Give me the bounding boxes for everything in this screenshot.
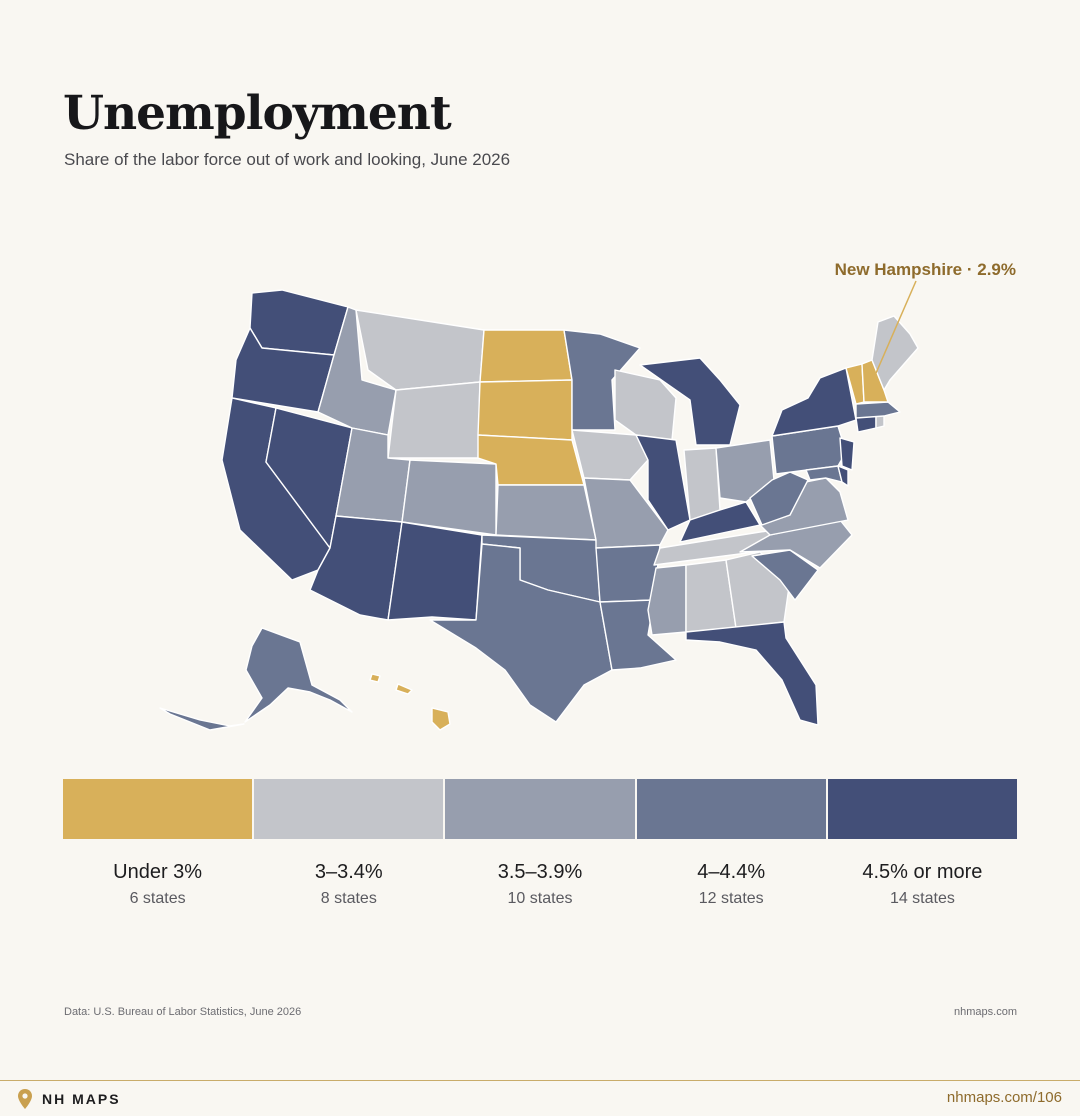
state-west-virginia[interactable] <box>749 471 809 526</box>
callout-label: New Hampshire · 2.9% <box>835 260 1016 279</box>
legend-bin-4-4.4: 4–4.4% 12 states <box>636 779 826 908</box>
state-delaware[interactable] <box>837 465 849 487</box>
state-maine[interactable] <box>871 315 919 391</box>
legend-bin-label: Under 3% <box>113 861 203 883</box>
legend-bin-label: 4.5% or more <box>862 861 983 883</box>
legend-bin-label: 4–4.4% <box>697 861 766 883</box>
legend-bin-count: 14 states <box>889 890 955 907</box>
state-mississippi[interactable] <box>647 564 687 636</box>
site-credit[interactable]: nhmaps.com <box>954 1006 1017 1018</box>
state-iowa[interactable] <box>571 429 649 481</box>
legend-bin-under-3: Under 3% 6 states <box>63 779 253 908</box>
source-note: Data: U.S. Bureau of Labor Statistics, J… <box>64 1006 302 1018</box>
legend-bin-label: 3–3.4% <box>314 861 383 883</box>
state-montana[interactable] <box>355 309 485 391</box>
legend-bin-3.5-3.9: 3.5–3.9% 10 states <box>445 779 635 908</box>
state-new-jersey[interactable] <box>839 437 855 471</box>
legend-bin-count: 6 states <box>129 890 186 907</box>
legend-bin-count: 12 states <box>698 890 764 907</box>
brand-name: NH MAPS <box>42 1091 121 1107</box>
state-south-dakota[interactable] <box>477 379 573 441</box>
state-south-carolina[interactable] <box>751 549 819 601</box>
footer-bar: NH MAPS nhmaps.com/106 <box>0 1080 1080 1116</box>
state-maryland[interactable] <box>805 465 843 483</box>
footer-url-link[interactable]: nhmaps.com/106 <box>946 1089 1062 1106</box>
state-massachusetts[interactable] <box>855 401 901 419</box>
state-florida[interactable] <box>685 621 819 726</box>
state-hawaii[interactable] <box>431 707 451 731</box>
state-indiana[interactable] <box>683 447 721 521</box>
state-shapes <box>159 289 919 731</box>
state-new-york[interactable] <box>771 367 857 437</box>
state-north-dakota[interactable] <box>479 329 573 383</box>
legend: Under 3% 6 states 3–3.4% 8 states 3.5–3.… <box>63 779 1018 908</box>
legend-bin-3-3.4: 3–3.4% 8 states <box>254 779 444 908</box>
callout-leader-line <box>872 280 917 381</box>
state-texas[interactable] <box>429 543 613 723</box>
state-hawaii-islands <box>369 673 413 695</box>
legend-swatch <box>63 779 253 839</box>
state-wyoming[interactable] <box>387 381 481 459</box>
state-illinois[interactable] <box>635 434 691 531</box>
brand[interactable]: NH MAPS <box>18 1089 121 1109</box>
legend-bin-count: 8 states <box>320 890 377 907</box>
legend-swatch <box>445 779 635 839</box>
legend-bin-label: 3.5–3.9% <box>497 861 583 883</box>
state-arkansas[interactable] <box>595 544 661 603</box>
legend-swatch <box>254 779 444 839</box>
state-new-hampshire[interactable] <box>861 359 889 403</box>
legend-bin-4.5-plus: 4.5% or more 14 states <box>827 779 1018 908</box>
state-new-mexico[interactable] <box>387 521 483 621</box>
state-kentucky[interactable] <box>679 501 761 543</box>
map-pin-icon <box>18 1089 32 1109</box>
map-svg: New Hampshire · 2.9% <box>159 260 1016 731</box>
state-kansas[interactable] <box>495 484 597 541</box>
state-washington[interactable] <box>249 289 349 356</box>
state-alaska[interactable] <box>244 627 353 723</box>
us-choropleth-map: New Hampshire · 2.9% <box>0 230 1080 770</box>
page-subtitle: Share of the labor force out of work and… <box>64 150 511 169</box>
state-alaska-chain <box>159 707 245 731</box>
legend-bin-count: 10 states <box>507 890 573 907</box>
state-minnesota[interactable] <box>563 329 641 431</box>
legend-swatch <box>636 779 826 839</box>
state-michigan[interactable] <box>639 357 741 446</box>
page-title: Unemployment <box>63 86 452 141</box>
legend-swatch <box>827 779 1018 839</box>
